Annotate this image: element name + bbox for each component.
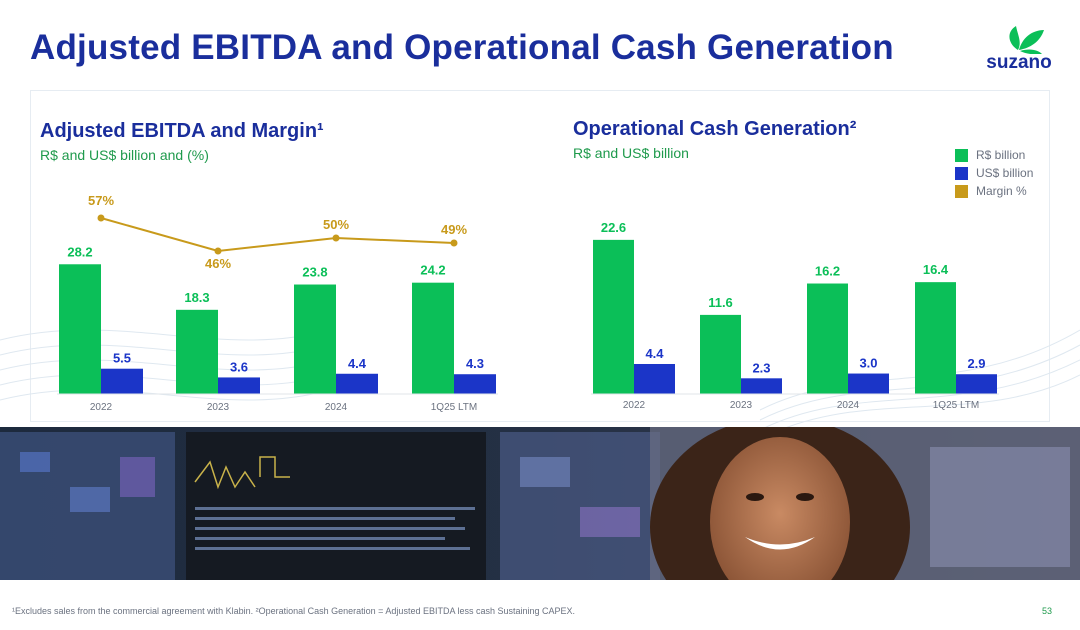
chart1-category-0: 2022	[90, 402, 113, 413]
chart2-label-us-0: 4.4	[645, 346, 664, 361]
logo-text: suzano	[986, 52, 1052, 73]
chart1-label-us-0: 5.5	[113, 351, 131, 366]
legend-item-margin: Margin %	[955, 182, 1033, 200]
chart1-margin-point-0	[97, 214, 105, 222]
chart2-label-rs-3: 16.4	[923, 262, 949, 277]
chart1-bar-rs-1	[176, 309, 218, 394]
chart1-label-us-1: 3.6	[230, 359, 248, 374]
chart2-bar-us-3	[956, 374, 997, 394]
legend-swatch-green	[955, 148, 968, 162]
chart1-margin-point-3	[450, 239, 458, 247]
chart2-label-us-2: 3.0	[859, 356, 877, 371]
chart2-label-us-3: 2.9	[967, 356, 985, 371]
chart1-label-rs-0: 28.2	[67, 244, 92, 259]
leaf-icon	[1009, 26, 1044, 55]
chart1-margin-point-2	[332, 234, 340, 242]
decorative-lines	[0, 329, 1080, 430]
chart2-bar-us-1	[741, 378, 782, 394]
chart1-margin-label-2: 50%	[323, 217, 349, 232]
chart1-bar-us-3	[454, 374, 496, 394]
chart2-category-0: 2022	[623, 400, 646, 411]
chart1-margin-label-3: 49%	[441, 222, 467, 237]
legend-item-rs: R$ billion	[955, 146, 1033, 164]
chart1-margin-point-1	[214, 247, 222, 255]
chart2-bar-us-0	[634, 363, 675, 394]
chart2-bar-rs-0	[593, 239, 634, 394]
chart2-label-rs-1: 11.6	[708, 295, 733, 310]
chart1-subtitle: R$ and US$ billion and (%)	[40, 147, 209, 163]
chart2-subtitle: R$ and US$ billion	[573, 145, 689, 161]
chart1-label-us-3: 4.3	[466, 356, 484, 371]
chart1-bar-us-2	[336, 373, 378, 394]
legend-label-margin: Margin %	[976, 184, 1027, 198]
chart1-bar-us-0	[101, 368, 143, 394]
chart2-label-rs-0: 22.6	[601, 220, 626, 235]
chart1-margin-label-0: 57%	[88, 193, 114, 208]
charts-panel	[30, 90, 1050, 422]
chart1-bar-rs-2	[294, 284, 336, 394]
charts-canvas: 28.2 5.5 2022 18.3 3.6 2023 23.8 4.4 2024 24.2 4.3…	[57, 193, 999, 413]
suzano-logo: suzano	[978, 22, 1060, 74]
chart1-category-2: 2024	[325, 402, 348, 413]
legend-label-rs: R$ billion	[976, 148, 1026, 162]
chart2-category-1: 2023	[730, 400, 753, 411]
legend-swatch-blue	[955, 166, 968, 180]
footnote: ¹Excludes sales from the commercial agre…	[12, 606, 576, 616]
chart2-category-2: 2024	[837, 400, 860, 411]
chart1-bar-us-1	[218, 377, 260, 394]
page-title: Adjusted EBITDA and Operational Cash Gen…	[30, 28, 894, 67]
chart2-bar-rs-2	[807, 283, 848, 394]
page-number: 53	[1042, 606, 1053, 616]
chart1-category-3: 1Q25 LTM	[431, 402, 478, 413]
chart1-bar-rs-0	[59, 264, 101, 394]
chart1-label-rs-3: 24.2	[420, 263, 445, 278]
chart2-title: Operational Cash Generation²	[573, 118, 857, 140]
chart1-margin-label-1: 46%	[205, 256, 231, 271]
chart1-bar-rs-3	[412, 282, 454, 394]
legend: R$ billion US$ billion Margin %	[955, 146, 1033, 200]
legend-item-us: US$ billion	[955, 164, 1033, 182]
chart2-bar-us-2	[848, 373, 889, 394]
chart1-margin-line	[100, 217, 455, 253]
control-room-photo	[0, 427, 1080, 580]
chart2-label-rs-2: 16.2	[815, 264, 840, 279]
chart2-label-us-1: 2.3	[752, 360, 770, 375]
chart2-bar-rs-1	[700, 314, 741, 394]
chart1-label-rs-2: 23.8	[302, 265, 327, 280]
chart1-label-us-2: 4.4	[348, 356, 367, 371]
chart2-category-3: 1Q25 LTM	[933, 400, 980, 411]
chart1-title: Adjusted EBITDA and Margin¹	[40, 120, 324, 142]
legend-swatch-gold	[955, 184, 968, 198]
chart1-label-rs-1: 18.3	[184, 290, 209, 305]
chart2-bar-rs-3	[915, 282, 956, 394]
legend-label-us: US$ billion	[976, 166, 1034, 180]
chart1-category-1: 2023	[207, 402, 230, 413]
